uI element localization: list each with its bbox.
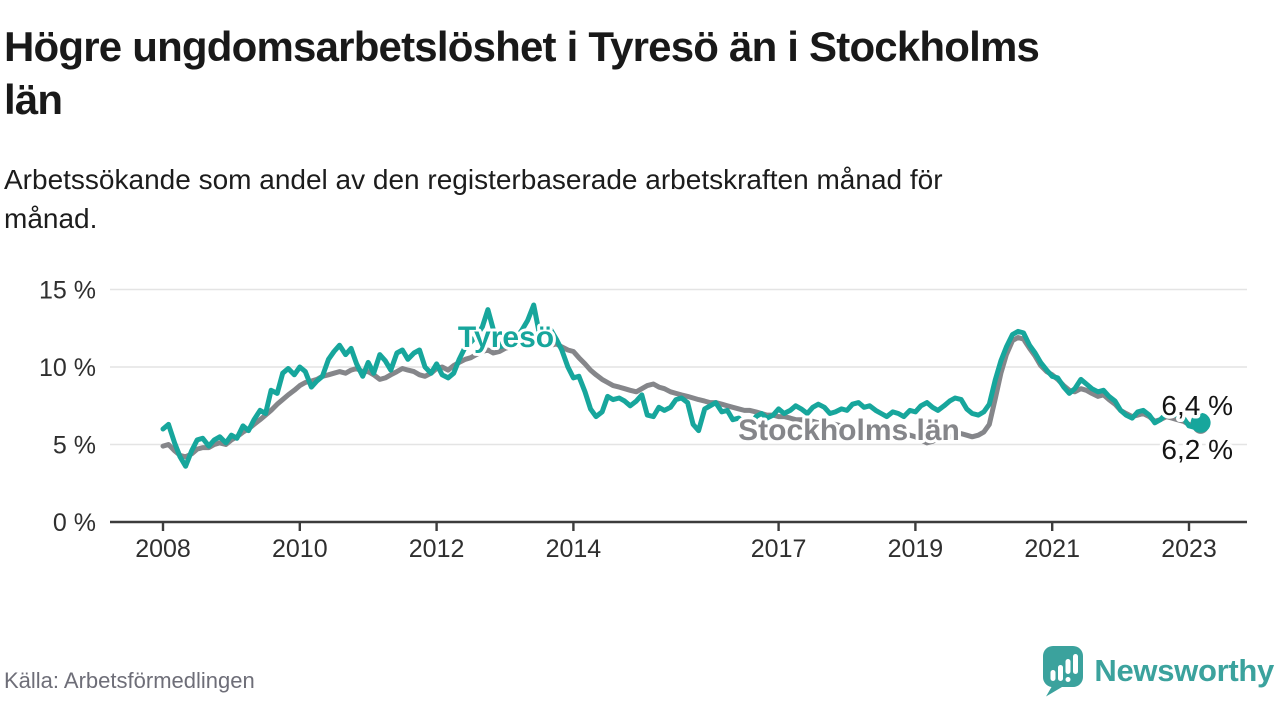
chart-subtitle: Arbetssökande som andel av den registerb… — [4, 160, 943, 238]
y-axis-label-15: 15 % — [39, 277, 96, 305]
x-axis-label-2008: 2008 — [135, 535, 191, 563]
series-label-tyres-: Tyresö — [458, 321, 554, 354]
subtitle-line-2: månad. — [4, 203, 98, 234]
end-value-label-tyres-: 6,4 % — [1161, 390, 1233, 421]
y-axis-label-10: 10 % — [39, 354, 96, 382]
end-value-label-stockholms-l-n: 6,2 % — [1161, 434, 1233, 465]
series-end-dot-tyres- — [1190, 412, 1211, 433]
x-axis-label-2019: 2019 — [888, 535, 944, 563]
subtitle-line-1: Arbetssökande som andel av den registerb… — [4, 164, 943, 195]
x-axis-label-2021: 2021 — [1024, 535, 1080, 563]
newsworthy-logo: Newsworthy — [1041, 645, 1274, 697]
line-chart: 0 % 5 % 10 % 15 % 2008 2010 2012 2014 2017 2019 20… — [39, 277, 1247, 563]
x-axis-label-2012: 2012 — [409, 535, 465, 563]
x-axis-label-2014: 2014 — [546, 535, 602, 563]
exclamation-dot — [1065, 677, 1071, 682]
series-line-tyres- — [160, 302, 1204, 469]
title-line-1: Högre ungdomsarbetslöshet i Tyresö än i … — [4, 23, 1040, 70]
x-axis-label-2023: 2023 — [1161, 535, 1217, 563]
title-line-2: län — [4, 76, 63, 123]
y-axis-label-5: 5 % — [53, 432, 96, 460]
x-axis-label-2010: 2010 — [272, 535, 328, 563]
x-axis-label-2017: 2017 — [751, 535, 807, 563]
bar-chart-glyph — [1050, 670, 1056, 681]
page-title: Högre ungdomsarbetslöshet i Tyresö än i … — [4, 20, 1040, 126]
series-label-stockholms-l-n: Stockholms län — [738, 414, 960, 447]
y-axis-label-0: 0 % — [53, 509, 96, 537]
source-note: Källa: Arbetsförmedlingen — [4, 668, 255, 693]
newsworthy-speech-bubble-icon — [1043, 646, 1084, 697]
newsworthy-logo-text: Newsworthy — [1094, 653, 1274, 688]
